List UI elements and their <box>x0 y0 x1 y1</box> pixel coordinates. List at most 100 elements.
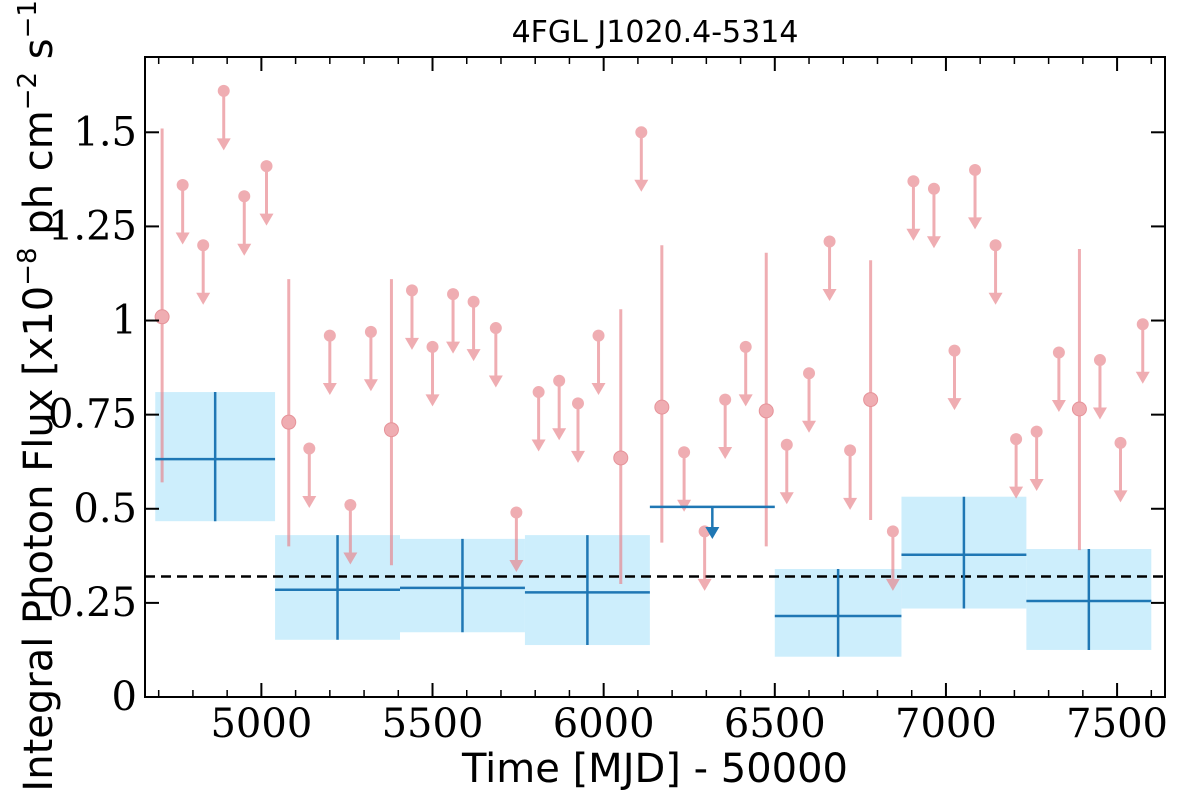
short-bin-ul-arrowhead-27 <box>843 497 858 510</box>
long-bin-detection-4 <box>774 569 902 657</box>
short-bin-ul-arrowhead-12 <box>466 349 481 362</box>
long-bin-upper-limit-0 <box>649 505 775 539</box>
short-bin-detection-5 <box>758 252 774 547</box>
short-bin-ul-point-11 <box>447 288 460 301</box>
y-axis-label-mid: ph cm <box>16 110 62 247</box>
short-bin-ul-arrowhead-39 <box>1135 371 1150 384</box>
short-bin-ul-arrowhead-3 <box>237 243 252 256</box>
short-bin-point-1 <box>281 414 297 430</box>
short-bin-upper-limit-39 <box>1135 318 1150 384</box>
y-axis-label-exp2: −2 <box>13 72 43 110</box>
y-tick-label-1: 0.25 <box>48 580 137 626</box>
y-axis-label-exp1: −8 <box>13 247 43 285</box>
short-bin-ul-point-35 <box>1030 425 1043 438</box>
short-bin-upper-limit-23 <box>738 340 753 407</box>
short-bin-upper-limit-36 <box>1051 346 1066 412</box>
short-bin-upper-limit-19 <box>634 126 649 192</box>
short-bin-ul-point-22 <box>719 393 732 406</box>
short-bin-upper-limit-0 <box>175 179 190 245</box>
short-bin-ul-arrowhead-17 <box>570 450 585 463</box>
short-bin-ul-arrowhead-25 <box>802 420 817 433</box>
short-bin-ul-arrowhead-21 <box>697 578 712 591</box>
y-axis-label-exp3: −1 <box>13 0 43 38</box>
short-bin-ul-point-25 <box>803 367 816 380</box>
long-bin-detection-5 <box>901 496 1027 609</box>
short-bin-upper-limit-9 <box>404 284 419 350</box>
short-bin-upper-limit-12 <box>466 295 481 362</box>
short-bin-upper-limit-1 <box>196 239 211 305</box>
short-bin-upper-limit-21 <box>697 525 712 591</box>
short-bin-ul-point-27 <box>844 444 857 457</box>
short-bin-detection-1 <box>281 279 297 547</box>
long-bin-detection-0 <box>155 392 276 522</box>
short-bin-ul-point-34 <box>1010 433 1023 446</box>
short-bin-ul-point-6 <box>323 329 336 342</box>
short-bin-upper-limit-22 <box>718 393 733 460</box>
y-tick-label-0: 0 <box>112 674 137 720</box>
short-bin-ul-arrowhead-13 <box>488 375 503 388</box>
short-bin-detection-4 <box>654 245 670 543</box>
short-bin-ul-point-13 <box>489 322 502 335</box>
short-bin-ul-point-1 <box>197 239 210 252</box>
short-bin-ul-arrowhead-5 <box>302 496 317 508</box>
short-bin-upper-limit-34 <box>1009 433 1024 499</box>
short-bin-ul-arrowhead-1 <box>196 292 211 305</box>
short-bin-ul-arrowhead-31 <box>947 398 962 411</box>
short-bin-ul-arrowhead-19 <box>634 179 649 192</box>
short-bin-point-2 <box>383 422 399 438</box>
short-bin-ul-arrowhead-38 <box>1113 490 1128 503</box>
short-bin-ul-arrowhead-11 <box>446 341 461 354</box>
short-bin-point-7 <box>1071 401 1087 417</box>
short-bin-ul-point-32 <box>969 163 982 176</box>
short-bin-ul-point-15 <box>532 386 545 399</box>
y-axis-label-mid2: s <box>16 38 62 72</box>
short-bin-ul-point-19 <box>635 126 648 139</box>
short-bin-upper-limit-32 <box>968 163 983 230</box>
short-bin-upper-limit-28 <box>885 525 900 591</box>
x-tick-label-0: 5000 <box>210 701 312 747</box>
long-bin-ul-arrowhead-0 <box>705 527 720 539</box>
short-bin-ul-point-9 <box>405 284 418 297</box>
y-axis-label-main: Integral Photon Flux [x10 <box>16 286 62 792</box>
short-bin-ul-point-24 <box>780 438 793 451</box>
short-bin-ul-point-16 <box>553 374 566 387</box>
short-bin-ul-arrowhead-4 <box>259 213 274 226</box>
short-bin-upper-limit-7 <box>343 499 358 565</box>
short-bin-ul-arrowhead-14 <box>509 560 524 572</box>
long-bin-detection-3 <box>524 535 650 646</box>
short-bin-point-4 <box>654 399 670 415</box>
short-bin-ul-arrowhead-23 <box>738 394 753 407</box>
y-tick-label-2: 0.5 <box>73 486 137 532</box>
short-bin-upper-limit-27 <box>843 444 858 510</box>
short-bin-upper-limit-5 <box>302 442 317 508</box>
short-bin-upper-limit-20 <box>677 446 692 512</box>
short-bin-ul-point-14 <box>510 506 523 519</box>
short-bin-upper-limit-6 <box>322 329 337 396</box>
short-bin-ul-point-2 <box>217 84 230 97</box>
short-bin-ul-arrowhead-26 <box>822 288 837 301</box>
short-bin-point-3 <box>613 450 629 466</box>
short-bin-upper-limit-29 <box>906 175 921 241</box>
short-bin-ul-point-0 <box>176 179 189 191</box>
short-bin-ul-point-3 <box>238 190 251 203</box>
short-bin-upper-limit-24 <box>779 438 794 505</box>
short-bin-upper-limit-37 <box>1092 354 1107 420</box>
short-bin-ul-point-36 <box>1052 346 1065 359</box>
short-bin-ul-arrowhead-37 <box>1092 407 1107 420</box>
short-bin-ul-point-17 <box>571 397 584 410</box>
short-bin-upper-limit-11 <box>446 288 461 354</box>
short-bin-upper-limit-8 <box>363 325 378 392</box>
short-bin-ul-point-28 <box>886 525 899 538</box>
short-bin-ul-arrowhead-28 <box>885 578 900 591</box>
x-tick-label-2: 6000 <box>553 701 655 747</box>
short-bin-upper-limit-16 <box>552 374 567 441</box>
short-bin-point-6 <box>863 392 879 408</box>
short-bin-upper-limit-30 <box>926 182 941 249</box>
short-bin-ul-arrowhead-0 <box>175 232 190 245</box>
short-bin-ul-point-4 <box>260 160 273 173</box>
axes-frame <box>144 56 1166 698</box>
x-tick-label-3: 6500 <box>724 701 826 747</box>
short-bin-ul-arrowhead-35 <box>1029 479 1044 492</box>
short-bin-ul-point-5 <box>303 442 316 455</box>
